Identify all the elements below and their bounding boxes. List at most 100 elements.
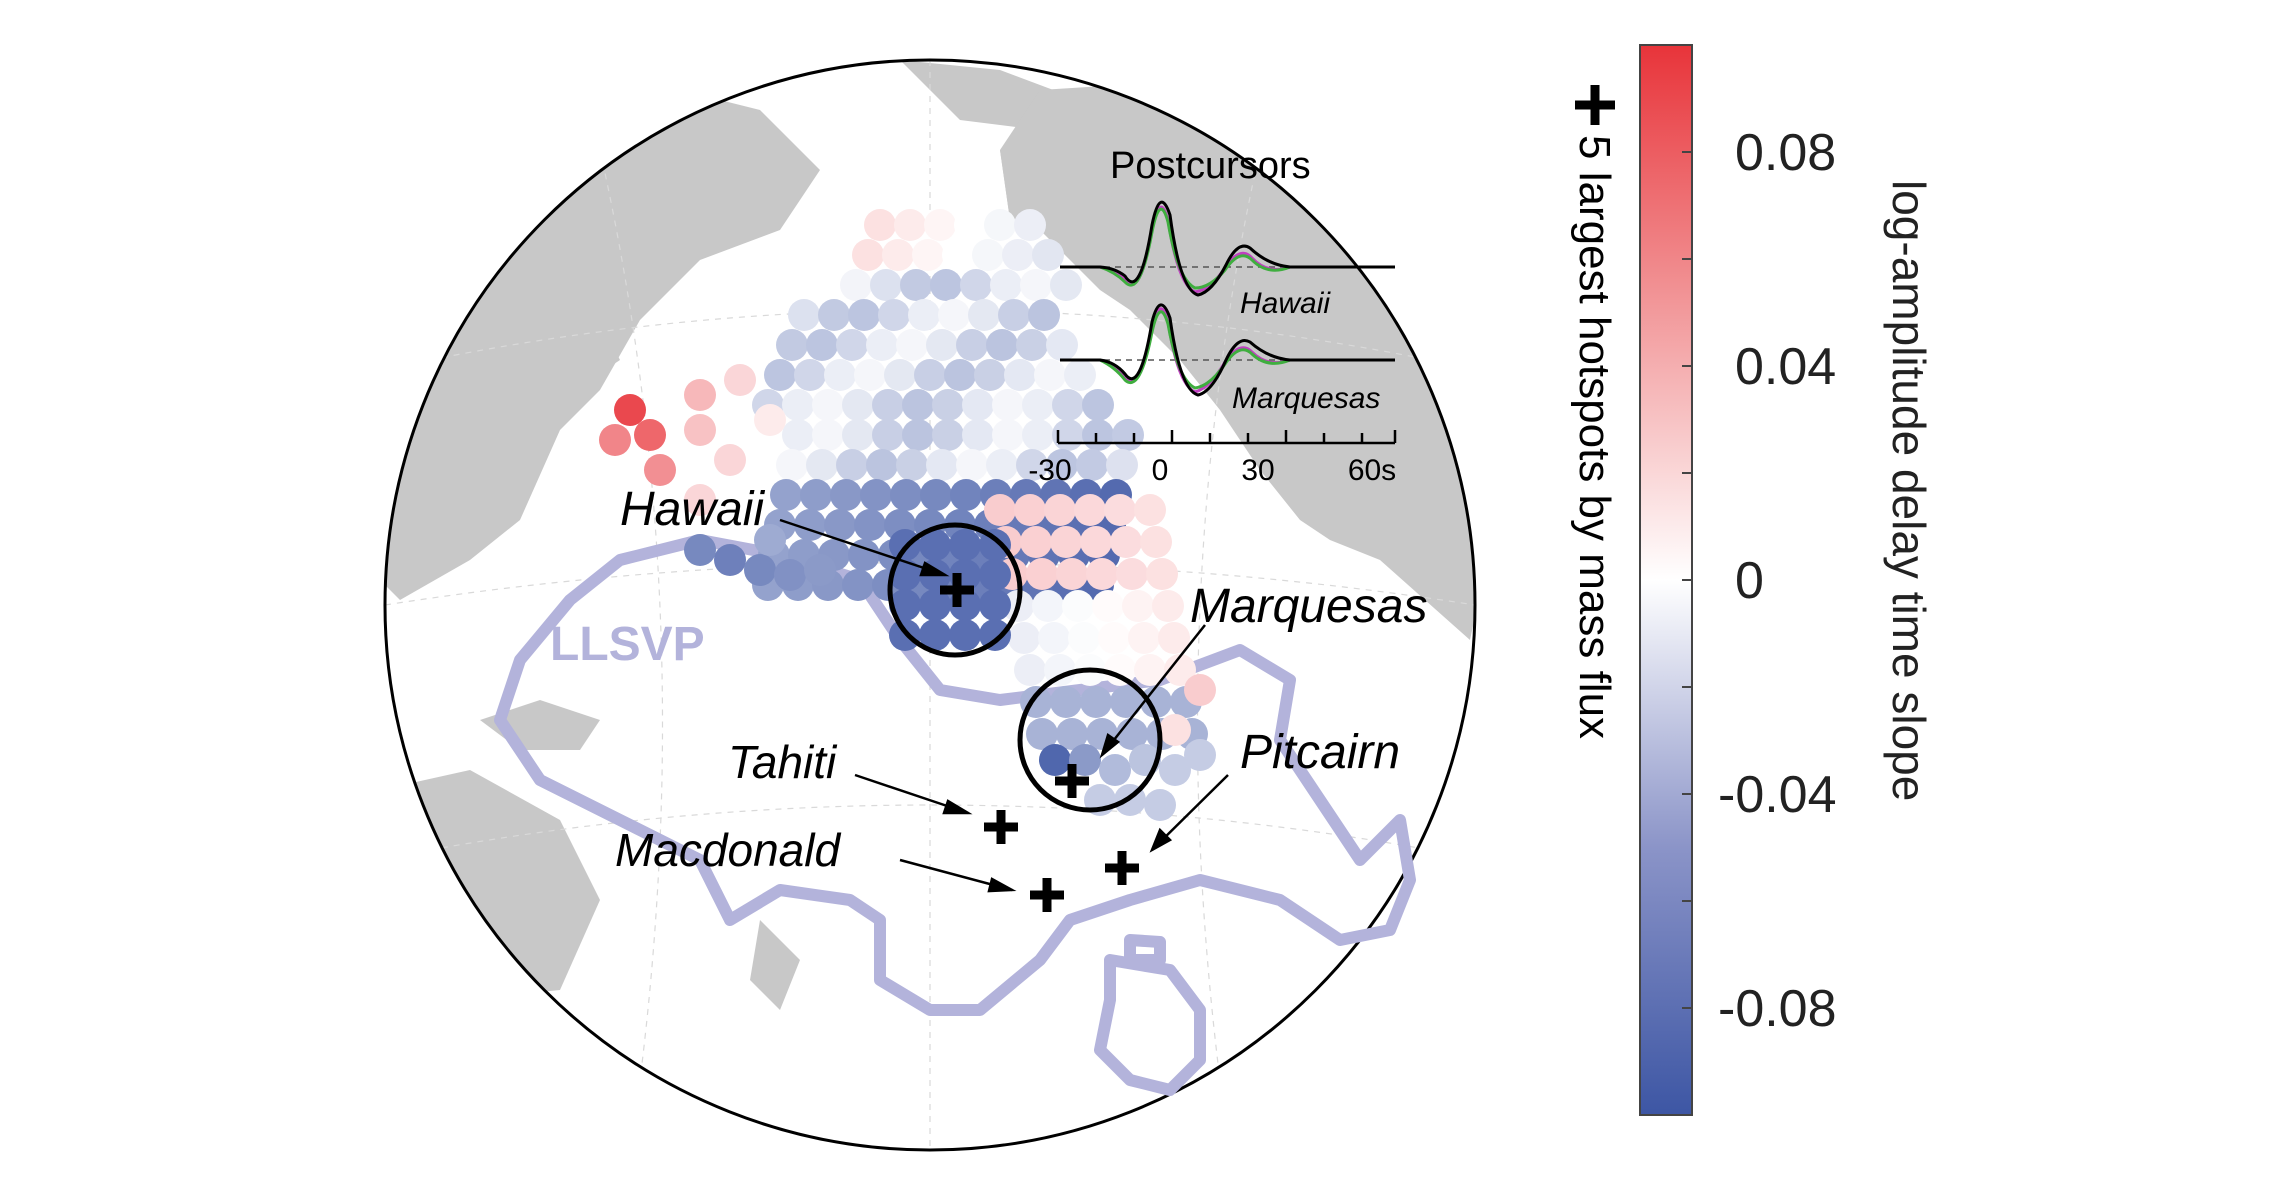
measurement-dot [914, 359, 946, 391]
measurement-dot [890, 479, 922, 511]
measurement-dot [944, 359, 976, 391]
measurement-dot [984, 209, 1016, 241]
measurement-dot [1014, 654, 1046, 686]
measurement-dot [1104, 494, 1136, 526]
llsvp-label: LLSVP [550, 618, 705, 671]
measurement-dot [866, 329, 898, 361]
measurement-dot [806, 449, 838, 481]
measurement-dot [1004, 359, 1036, 391]
measurement-dot [990, 269, 1022, 301]
colorbar-tick-labels: 0.08 0.04 0 -0.04 -0.08 [1718, 124, 1837, 1038]
measurement-dot [1044, 494, 1076, 526]
measurement-dot [854, 359, 886, 391]
colorbar-tick-label: 0 [1735, 552, 1764, 610]
inset-hawaii-label: Hawaii [1240, 287, 1331, 320]
measurement-dot [714, 444, 746, 476]
measurement-dot [954, 209, 986, 241]
measurement-dot [1184, 674, 1216, 706]
measurement-dot [1050, 686, 1082, 718]
measurement-dot [1099, 754, 1131, 786]
legend-text: 5 largest hotspots by mass flux [1570, 135, 1619, 739]
measurement-dot [788, 299, 820, 331]
measurement-dot [992, 389, 1024, 421]
measurement-dot [794, 359, 826, 391]
measurement-dot [1184, 739, 1216, 771]
measurement-dot [1082, 389, 1114, 421]
measurement-dot [812, 419, 844, 451]
measurement-dot [962, 389, 994, 421]
measurement-dot [1052, 389, 1084, 421]
measurement-dot [1062, 590, 1094, 622]
measurement-dot [714, 544, 746, 576]
measurement-dot [1050, 269, 1082, 301]
measurement-dot [1106, 449, 1138, 481]
measurement-dot [684, 379, 716, 411]
measurement-dot [949, 619, 981, 651]
measurement-dot [800, 479, 832, 511]
measurement-dot [1039, 744, 1071, 776]
measurement-dot [872, 419, 904, 451]
measurement-dot [842, 419, 874, 451]
measurement-dot [984, 494, 1016, 526]
colorbar-tick-label: -0.08 [1718, 980, 1837, 1038]
measurement-dot [900, 269, 932, 301]
measurement-dot [1020, 526, 1052, 558]
measurement-dot [842, 389, 874, 421]
measurement-dot [930, 269, 962, 301]
tahiti-label: Tahiti [728, 736, 838, 788]
measurement-dot [1112, 419, 1144, 451]
colorbar-tick-label: 0.08 [1735, 124, 1836, 182]
measurement-dot [1034, 359, 1066, 391]
measurement-dot [932, 389, 964, 421]
measurement-dot [979, 589, 1011, 621]
measurement-dot [872, 389, 904, 421]
measurement-dot [1056, 558, 1088, 590]
measurement-dot [998, 299, 1030, 331]
measurement-dot [1064, 359, 1096, 391]
measurement-dot [1116, 558, 1148, 590]
inset-title: Postcursors [1110, 145, 1311, 187]
measurement-dot [1074, 494, 1106, 526]
measurement-dot [956, 449, 988, 481]
inset-tick-label: 0 [1152, 454, 1169, 487]
measurement-dot [774, 559, 806, 591]
measurement-dot [1134, 494, 1166, 526]
measurement-dot [1020, 269, 1052, 301]
measurement-dot [956, 329, 988, 361]
measurement-dot [852, 239, 884, 271]
legend-plus-icon [1575, 85, 1615, 125]
measurement-dot [920, 479, 952, 511]
measurement-dot [1080, 686, 1112, 718]
measurement-dot [818, 299, 850, 331]
measurement-dot [902, 389, 934, 421]
inset-tick-label: 60s [1348, 454, 1396, 487]
measurement-dot [744, 554, 776, 586]
measurement-dot [972, 239, 1004, 271]
measurement-dot [1014, 209, 1046, 241]
measurement-dot [1082, 419, 1114, 451]
measurement-dot [884, 359, 916, 391]
measurement-dot [974, 359, 1006, 391]
measurement-dot [938, 299, 970, 331]
measurement-dot [924, 209, 956, 241]
measurement-dot [840, 269, 872, 301]
measurement-dot [1016, 329, 1048, 361]
hawaii-label: Hawaii [620, 483, 765, 536]
measurement-dot [614, 394, 646, 426]
measurement-dot [1122, 590, 1154, 622]
measurement-dot [908, 299, 940, 331]
measurement-dot [932, 419, 964, 451]
measurement-dot [1098, 622, 1130, 654]
measurement-dot [634, 419, 666, 451]
measurement-dot [1092, 590, 1124, 622]
measurement-dot [912, 239, 944, 271]
measurement-dot [1159, 714, 1191, 746]
measurement-dot [782, 389, 814, 421]
measurement-dot [806, 329, 838, 361]
measurement-dot [866, 449, 898, 481]
measurement-dot [1144, 789, 1176, 821]
hotspot-legend: 5 largest hotspots by mass flux [1570, 85, 1619, 739]
macdonald-label: Macdonald [615, 824, 841, 876]
measurement-dot [1002, 239, 1034, 271]
